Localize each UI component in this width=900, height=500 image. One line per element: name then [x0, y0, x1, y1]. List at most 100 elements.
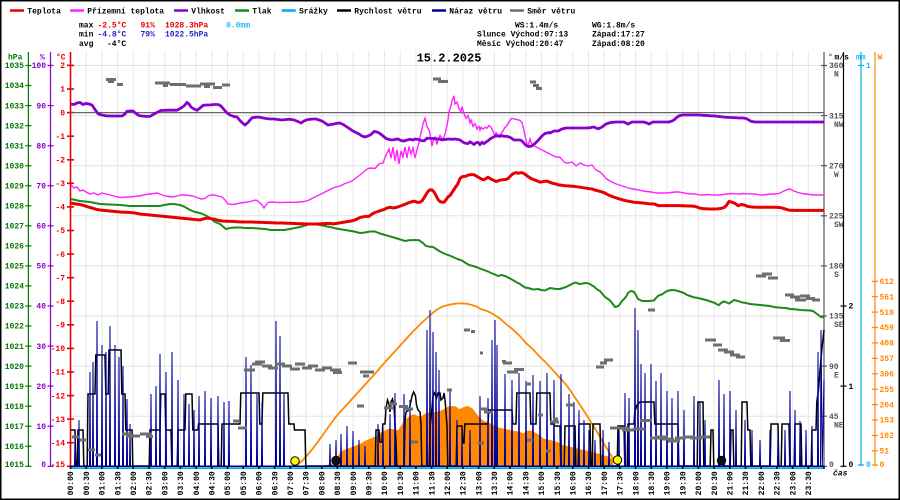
svg-text:15:30: 15:30	[554, 471, 563, 495]
svg-text:15:00: 15:00	[538, 471, 547, 495]
svg-text:1021: 1021	[5, 343, 24, 352]
svg-text:50: 50	[36, 263, 46, 272]
svg-text:03:00: 03:00	[161, 471, 170, 495]
svg-text:WS:1.4m/s: WS:1.4m/s	[515, 22, 558, 31]
svg-text:80: 80	[36, 142, 46, 151]
svg-text:09:00: 09:00	[350, 471, 359, 495]
svg-text:360: 360	[829, 62, 844, 71]
svg-text:1031: 1031	[5, 142, 24, 151]
svg-text:10:00: 10:00	[381, 471, 390, 495]
svg-text:-2.5°C: -2.5°C	[98, 22, 127, 31]
svg-text:79%: 79%	[141, 31, 156, 40]
svg-text:Západ:17:27: Západ:17:27	[592, 31, 645, 40]
svg-text:22:00: 22:00	[758, 471, 767, 495]
svg-text:%: %	[40, 54, 45, 63]
svg-text:12:30: 12:30	[460, 471, 469, 495]
svg-text:1029: 1029	[5, 182, 24, 191]
svg-text:00:00: 00:00	[67, 471, 76, 495]
svg-text:1034: 1034	[5, 82, 24, 91]
svg-text:Tlak: Tlak	[252, 8, 271, 17]
svg-text:10:30: 10:30	[397, 471, 406, 495]
svg-text:1019: 1019	[5, 383, 24, 392]
svg-text:1033: 1033	[5, 102, 24, 111]
svg-text:21:30: 21:30	[742, 471, 751, 495]
svg-text:1026: 1026	[5, 243, 24, 252]
svg-text:Náraz větru: Náraz větru	[449, 8, 502, 17]
svg-text:-10: -10	[51, 345, 66, 354]
svg-text:-2: -2	[55, 157, 65, 166]
svg-text:23:00: 23:00	[789, 471, 798, 495]
svg-text:01:00: 01:00	[99, 471, 108, 495]
svg-text:20: 20	[36, 383, 46, 392]
svg-text:07:00: 07:00	[287, 471, 296, 495]
svg-text:1016: 1016	[5, 443, 24, 452]
svg-text:1017: 1017	[5, 423, 24, 432]
svg-text:02:30: 02:30	[146, 471, 155, 495]
svg-text:08:00: 08:00	[318, 471, 327, 495]
svg-text:459: 459	[880, 324, 895, 333]
svg-text:min: min	[79, 31, 94, 40]
svg-text:°C: °C	[56, 54, 66, 63]
svg-text:14:00: 14:00	[507, 471, 516, 495]
svg-text:0: 0	[60, 109, 65, 118]
svg-text:100: 100	[32, 62, 47, 71]
svg-text:1: 1	[60, 86, 65, 95]
svg-text:Slunce Východ:07:13: Slunce Východ:07:13	[477, 31, 568, 40]
svg-text:max: max	[79, 22, 94, 31]
svg-text:N: N	[834, 71, 839, 80]
svg-text:20:00: 20:00	[695, 471, 704, 495]
svg-text:18:00: 18:00	[632, 471, 641, 495]
svg-text:04:30: 04:30	[209, 471, 218, 495]
svg-text:20:30: 20:30	[711, 471, 720, 495]
svg-text:306: 306	[880, 371, 895, 380]
svg-text:SE: SE	[834, 321, 844, 330]
svg-text:1035: 1035	[5, 62, 24, 71]
svg-text:hPa: hPa	[8, 54, 23, 63]
svg-text:Směr větru: Směr větru	[527, 8, 575, 17]
svg-text:Měsíc Východ:20:47: Měsíc Východ:20:47	[477, 40, 564, 49]
svg-text:1032: 1032	[5, 122, 24, 131]
svg-text:17:30: 17:30	[617, 471, 626, 495]
svg-text:avg: avg	[79, 40, 94, 49]
svg-text:06:00: 06:00	[256, 471, 265, 495]
svg-text:16:30: 16:30	[585, 471, 594, 495]
svg-text:W: W	[834, 171, 839, 180]
svg-text:E: E	[834, 371, 839, 380]
svg-text:-6: -6	[55, 251, 65, 260]
svg-text:19:00: 19:00	[664, 471, 673, 495]
svg-text:17:00: 17:00	[601, 471, 610, 495]
svg-text:-12: -12	[51, 392, 66, 401]
svg-text:180: 180	[829, 263, 844, 272]
svg-text:W: W	[878, 54, 883, 63]
svg-text:S: S	[834, 271, 839, 280]
svg-text:Vlhkost: Vlhkost	[191, 8, 225, 17]
svg-text:Západ:08:20: Západ:08:20	[592, 40, 645, 49]
svg-text:SW: SW	[834, 221, 844, 230]
svg-text:18:30: 18:30	[648, 471, 657, 495]
svg-text:153: 153	[880, 417, 895, 426]
svg-text:15.2.2025: 15.2.2025	[417, 52, 482, 66]
svg-text:1018: 1018	[5, 403, 24, 412]
svg-text:135: 135	[829, 313, 844, 322]
svg-text:21:00: 21:00	[727, 471, 736, 495]
svg-text:408: 408	[880, 340, 895, 349]
svg-text:čas: čas	[833, 470, 848, 479]
svg-text:1025: 1025	[5, 263, 24, 272]
svg-text:07:30: 07:30	[303, 471, 312, 495]
svg-text:225: 225	[829, 213, 844, 222]
svg-text:0.0mm: 0.0mm	[226, 22, 250, 31]
svg-text:00:30: 00:30	[83, 471, 92, 495]
svg-text:1: 1	[866, 62, 871, 71]
svg-text:NE: NE	[834, 421, 844, 430]
svg-text:05:00: 05:00	[224, 471, 233, 495]
svg-text:13:00: 13:00	[475, 471, 484, 495]
svg-text:1030: 1030	[5, 162, 24, 171]
svg-text:22:30: 22:30	[774, 471, 783, 495]
svg-text:0: 0	[880, 461, 885, 470]
svg-text:1020: 1020	[5, 363, 24, 372]
svg-text:11:30: 11:30	[428, 471, 437, 495]
svg-text:01:30: 01:30	[114, 471, 123, 495]
svg-text:Srážky: Srážky	[299, 8, 328, 17]
svg-text:°: °	[828, 54, 833, 63]
svg-text:-14: -14	[51, 439, 66, 448]
